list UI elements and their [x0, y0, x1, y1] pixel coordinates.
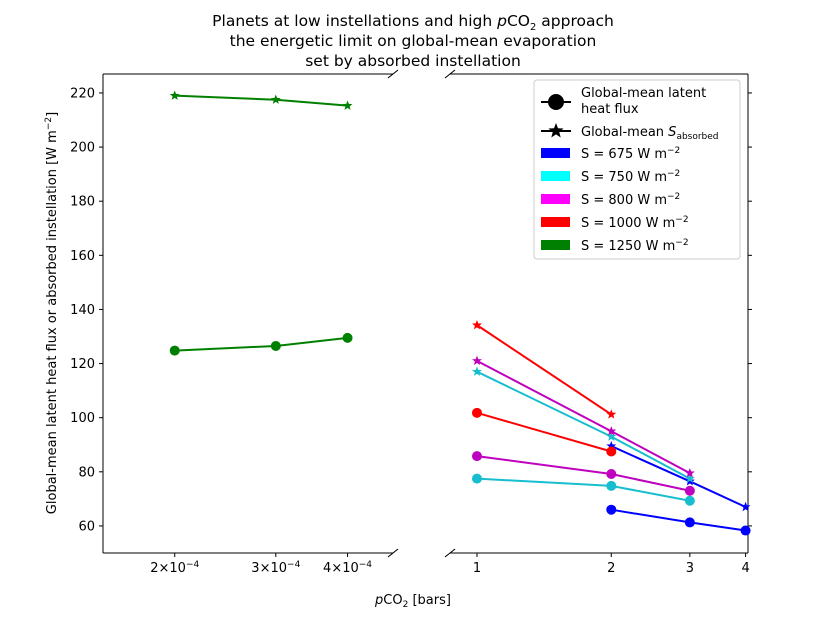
series-1000-latent-heat-point [606, 446, 617, 457]
series-1250-latent-heat-point [342, 332, 353, 343]
series-675-absorbed-point [684, 476, 695, 486]
legend-label-1250: S = 1250 W m−2 [581, 238, 689, 254]
y-tick-label: 100 [70, 411, 95, 426]
axis-break-marks [387, 69, 456, 558]
series-1250 [169, 90, 353, 356]
series-800-latent-heat-point [684, 485, 695, 496]
series-1250-latent-heat-point [270, 340, 281, 351]
y-tick-label: 80 [78, 465, 95, 480]
series-750-absorbed-point [684, 473, 695, 483]
legend-star-marker [548, 123, 564, 138]
legend-circle-marker [548, 94, 564, 110]
y-tick-label: 60 [78, 519, 95, 534]
series-750-absorbed-point [606, 431, 617, 441]
series-1000-absorbed-line [476, 324, 612, 416]
break-mark-bottom-left [387, 548, 399, 558]
y-tick-label: 180 [70, 195, 95, 210]
x-tick-label-left: 2×10−4 [150, 560, 199, 576]
series-750-latent-heat-point [606, 480, 617, 491]
legend-label-800: S = 800 W m−2 [581, 192, 680, 208]
series-800-latent-heat-point [471, 451, 482, 462]
series-675-absorbed-point [740, 501, 751, 512]
series-675-latent-heat-point [740, 525, 751, 536]
series-750-latent-heat-point [471, 473, 482, 484]
series-675-latent-heat-point [684, 517, 695, 528]
break-mark-bottom-right [444, 548, 456, 558]
y-tick-label: 160 [70, 249, 95, 264]
legend-label-absorbed: Global-mean Sabsorbed [581, 125, 719, 142]
legend-swatch-750 [541, 171, 570, 181]
series-800-absorbed-point [606, 426, 617, 436]
title-line-3: set by absorbed instellation [305, 52, 521, 70]
legend-label-675: S = 675 W m−2 [581, 146, 680, 162]
series-1000-absorbed-point [606, 409, 617, 419]
x-axis-left-panel: 2×10−4 3×10−4 4×10−4 [150, 553, 372, 576]
y-tick-label: 140 [70, 303, 95, 318]
legend-swatch-1250 [541, 240, 570, 250]
break-mark-top-left [387, 69, 399, 79]
x-tick-label-right: 3 [686, 561, 694, 576]
series-800-absorbed-point [684, 467, 695, 478]
legend-label-latent-heat-2: heat flux [581, 102, 639, 117]
series-750-latent-heat-point [684, 495, 695, 506]
axes-frame [102, 73, 749, 554]
y-tick-label: 120 [70, 357, 95, 372]
legend-label-latent-heat-1: Global-mean latent [581, 86, 706, 101]
y-tick-label: 200 [70, 141, 95, 156]
y-axis: 60 80 100 120 140 160 180 200 220 [70, 86, 752, 534]
break-mark-top-right [444, 69, 456, 79]
legend-swatch-675 [541, 148, 570, 158]
legend-entry-latent-heat: Global-mean latent heat flux [541, 86, 706, 117]
legend-label-1000: S = 1000 W m−2 [581, 215, 689, 231]
x-tick-label-left: 4×10−4 [323, 560, 372, 576]
series-750 [471, 366, 695, 506]
data-series [169, 90, 751, 536]
legend-label-750: S = 750 W m−2 [581, 169, 680, 185]
legend: Global-mean latent heat flux Global-mean… [533, 79, 741, 260]
series-1250-absorbed-point [169, 90, 180, 100]
title-line-2: the energetic limit on global-mean evapo… [230, 32, 597, 50]
series-1250-absorbed-point [270, 94, 281, 104]
series-675-latent-heat-point [606, 504, 617, 515]
series-1250-absorbed-point [342, 100, 353, 110]
legend-entry-absorbed: Global-mean Sabsorbed [541, 123, 719, 142]
legend-box [533, 79, 741, 260]
title-line-1: Planets at low instellations and high pC… [212, 12, 614, 33]
series-1000-latent-heat-point [471, 407, 482, 418]
x-tick-label-left: 3×10−4 [251, 560, 300, 576]
x-tick-label-right: 2 [607, 561, 615, 576]
series-1000 [471, 319, 617, 457]
y-tick-label: 220 [70, 86, 95, 101]
series-675-absorbed-point [606, 440, 617, 451]
x-tick-label-right: 4 [741, 561, 749, 576]
series-1250-latent-heat-point [169, 345, 180, 356]
chart-title: Planets at low instellations and high pC… [212, 12, 614, 70]
y-axis-label: Global-mean latent heat flux or absorbed… [44, 112, 60, 514]
series-1000-absorbed-point [472, 319, 482, 330]
x-axis-right-panel: 1 2 3 4 [473, 553, 750, 576]
series-800-absorbed-point [472, 355, 482, 366]
series-1000-latent-heat-line [476, 411, 612, 453]
x-axis-label: pCO2 [bars] [374, 593, 451, 610]
series-800-latent-heat-point [606, 468, 617, 479]
series-675 [606, 440, 751, 536]
legend-swatch-800 [541, 194, 570, 204]
series-800 [471, 355, 695, 496]
legend-swatch-1000 [541, 217, 570, 227]
x-tick-label-right: 1 [473, 561, 481, 576]
series-750-absorbed-point [472, 366, 482, 376]
